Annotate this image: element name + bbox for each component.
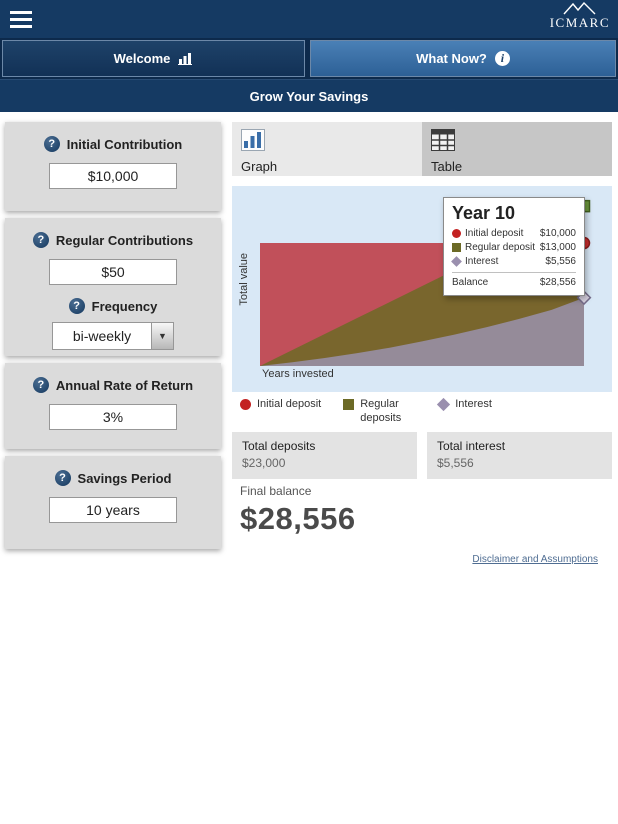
graph-view-label: Graph [241,159,278,174]
total-deposits-box: Total deposits $23,000 [232,432,417,479]
info-icon: i [494,51,510,66]
tooltip-balance-row: Balance $28,556 [452,272,576,288]
initial-contribution-label: ? Initial Contribution [5,136,221,152]
view-toggle: Graph Table [232,122,612,176]
table-view-button[interactable]: Table [422,122,612,176]
logo-text: ICMARC [549,15,610,30]
savings-period-label: ? Savings Period [5,470,221,486]
x-axis-label: Years invested [262,368,334,380]
help-icon[interactable]: ? [32,232,49,248]
legend-item-initial-deposit: Initial deposit [240,398,321,412]
tab-bar: Welcome What Now? i [0,38,618,79]
interest-marker-icon [437,397,451,412]
disclaimer-link[interactable]: Disclaimer and Assumptions [472,554,598,565]
annual-rate-label: ? Annual Rate of Return [5,377,221,393]
final-balance-value: $28,556 [240,501,356,536]
total-interest-label: Total interest [437,439,506,453]
tab-welcome-label: Welcome [113,51,171,66]
help-icon[interactable]: ? [32,377,49,393]
bar-chart-icon [178,53,193,65]
help-icon[interactable]: ? [43,136,60,152]
mountain-icon [563,2,596,15]
legend-item-interest: Interest [437,397,492,412]
icmarc-logo: ICMARC [550,2,610,29]
regular-deposit-marker-icon [343,399,355,410]
page-title: Grow Your Savings [0,79,618,112]
graph-view-button[interactable]: Graph [232,122,422,176]
regular-contributions-panel: ? Regular Contributions ? Frequency bi-w… [5,218,221,356]
total-interest-box: Total interest $5,556 [427,432,612,479]
table-icon [431,129,455,151]
tooltip-row: Initial deposit $10,000 [452,228,576,239]
chart-legend: Initial deposit Regular deposits Interes… [232,397,612,426]
initial-contribution-input[interactable] [49,163,177,189]
hamburger-menu-icon[interactable] [10,11,32,28]
total-interest-value: $5,556 [437,456,474,470]
y-axis-label: Total value [238,252,250,306]
savings-period-panel: ? Savings Period [5,456,221,549]
annual-rate-panel: ? Annual Rate of Return [5,363,221,449]
table-view-label: Table [431,159,463,174]
regular-deposit-marker-icon [452,243,461,252]
frequency-selected-value: bi-weekly [72,328,132,344]
frequency-label: ? Frequency [5,298,221,314]
total-deposits-value: $23,000 [242,456,286,470]
frequency-select[interactable]: bi-weekly ▼ [52,322,174,350]
help-icon[interactable]: ? [54,470,71,486]
help-icon[interactable]: ? [68,298,85,314]
tab-what-now-label: What Now? [416,51,487,66]
initial-deposit-marker-icon [452,229,461,238]
savings-chart[interactable]: Total value Years invested Year 10 Initi… [232,186,612,392]
final-balance: Final balance $28,556 [240,484,356,537]
total-deposits-label: Total deposits [242,439,316,453]
tab-what-now[interactable]: What Now? i [310,40,616,77]
summary-row: Total deposits $23,000 Total interest $5… [232,432,612,479]
interest-marker-icon [451,256,462,267]
chevron-down-icon[interactable]: ▼ [151,323,173,349]
tooltip-row: Regular deposit $13,000 [452,242,576,253]
tooltip-row: Interest $5,556 [451,256,576,267]
tab-welcome[interactable]: Welcome [2,40,305,77]
final-balance-label: Final balance [240,484,312,498]
chart-tooltip: Year 10 Initial deposit $10,000 Regular … [443,197,585,296]
initial-contribution-panel: ? Initial Contribution [5,122,221,211]
top-bar: ICMARC [0,0,618,38]
savings-period-input[interactable] [49,497,177,523]
tooltip-title: Year 10 [452,203,516,223]
regular-contributions-label: ? Regular Contributions [5,232,221,248]
annual-rate-input[interactable] [49,404,177,430]
initial-deposit-marker-icon [240,399,251,410]
regular-contributions-input[interactable] [49,259,177,285]
legend-item-regular-deposits: Regular deposits [343,398,416,426]
graph-icon [241,129,265,151]
